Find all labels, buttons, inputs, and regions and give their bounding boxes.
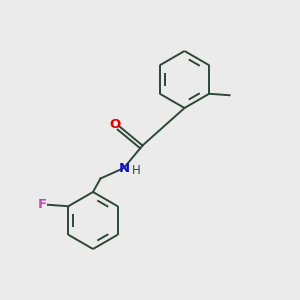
Text: O: O: [109, 118, 120, 131]
Text: N: N: [118, 161, 130, 175]
Text: F: F: [38, 198, 47, 211]
Text: H: H: [132, 164, 141, 177]
